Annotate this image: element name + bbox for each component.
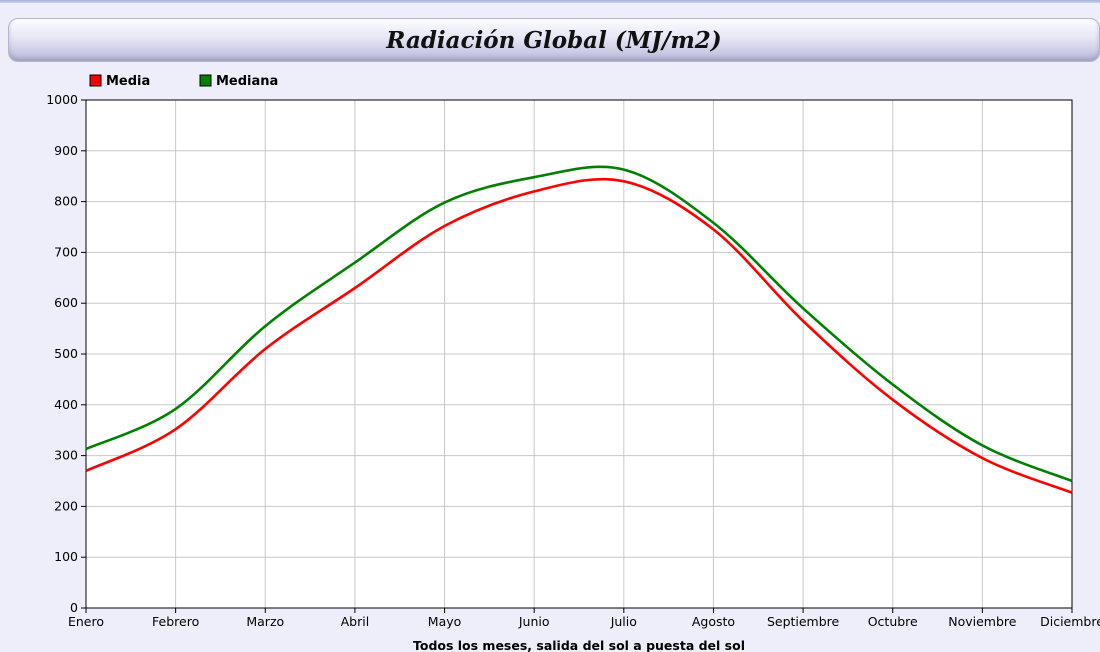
y-tick-label: 700	[54, 244, 78, 259]
x-tick-label: Febrero	[152, 614, 199, 629]
y-tick-label: 1000	[46, 92, 78, 107]
legend-label-mediana: Mediana	[216, 74, 278, 89]
x-tick-label: Marzo	[246, 614, 284, 629]
x-tick-label: Mayo	[428, 614, 462, 629]
chart-title-bar: Radiación Global (MJ/m2)	[8, 18, 1100, 62]
x-tick-label: Agosto	[692, 614, 735, 629]
y-tick-label: 400	[54, 397, 78, 412]
chart-title: Radiación Global (MJ/m2)	[386, 26, 722, 54]
x-tick-label: Abril	[341, 614, 370, 629]
y-tick-label: 0	[70, 600, 78, 615]
legend: Media Mediana	[89, 74, 278, 89]
x-tick-label: Octubre	[868, 614, 918, 629]
y-tick-label: 100	[54, 549, 78, 564]
series-line-media	[85, 177, 1073, 494]
legend-swatch-media	[89, 74, 102, 87]
x-tick-label: Enero	[68, 614, 104, 629]
series-line-mediana	[85, 165, 1073, 483]
x-tick-label: Junio	[518, 614, 550, 629]
x-tick-label: Julio	[610, 614, 637, 629]
plot-frame	[85, 99, 1073, 609]
y-tick-label: 600	[54, 295, 78, 310]
x-tick-label: Septiembre	[767, 614, 840, 629]
series-lines	[85, 165, 1073, 494]
axes: 0 100 200 300 400 500 600 700 800 900 1000 Enero Feb…	[46, 92, 1100, 629]
y-tick-label: 500	[54, 346, 78, 361]
legend-label-media: Media	[106, 74, 150, 89]
y-tick-label: 900	[54, 143, 78, 158]
y-tick-label: 200	[54, 498, 78, 513]
x-axis-label: Todos los meses, salida del sol a puesta…	[413, 638, 745, 652]
x-tick-label: Noviembre	[948, 614, 1017, 629]
grid	[86, 100, 1072, 608]
y-tick-label: 800	[54, 194, 78, 209]
x-tick-label: Diciembre	[1040, 614, 1100, 629]
legend-swatch-mediana	[199, 74, 212, 87]
y-tick-label: 300	[54, 448, 78, 463]
top-rule	[0, 0, 1100, 3]
